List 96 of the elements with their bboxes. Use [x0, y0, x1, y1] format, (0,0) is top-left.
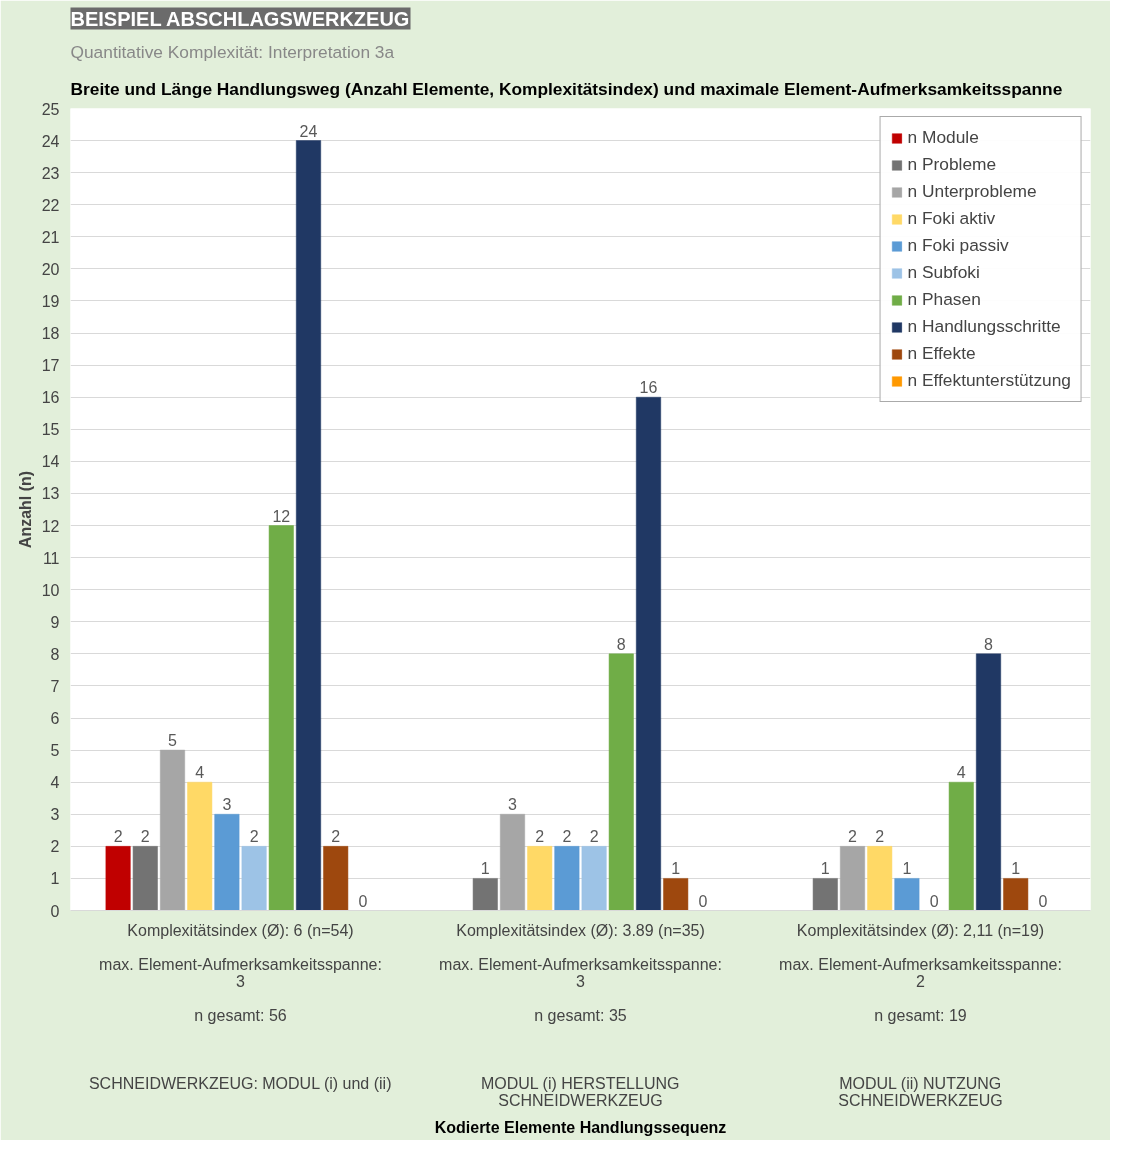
- bar: [527, 846, 553, 911]
- data-label: 1: [902, 860, 912, 878]
- bar: [581, 846, 607, 911]
- text: Breite und Länge Handlungsweg (Anzahl Elemente, Komplexitätsindex) und maximale Element-Aufmerksamkeitsspanne: [70, 78, 1063, 99]
- y-tick-label: 9: [50, 613, 60, 631]
- bar: [840, 846, 865, 911]
- bar: [608, 653, 634, 911]
- y-axis-title: Anzahl (n): [16, 470, 34, 549]
- y-tick-label: 10: [41, 581, 60, 599]
- bar: [323, 846, 349, 911]
- data-label: 2: [249, 828, 259, 846]
- bar: [132, 846, 158, 911]
- legend-label: n Probleme: [907, 154, 997, 175]
- y-tick-label: 23: [41, 164, 60, 182]
- data-label: 3: [508, 796, 518, 814]
- data-label: 1: [1011, 860, 1021, 878]
- y-tick-label: 12: [41, 517, 60, 535]
- data-label: 24: [299, 122, 318, 140]
- data-label: 0: [1038, 892, 1048, 910]
- data-label: 2: [875, 828, 885, 846]
- data-label: 0: [929, 892, 939, 910]
- y-tick-label: 14: [41, 453, 60, 471]
- data-label: 4: [195, 764, 205, 782]
- bar: [214, 814, 240, 911]
- y-tick-label: 1: [50, 870, 60, 888]
- y-tick-label: 6: [50, 710, 60, 728]
- chart-subtitle: Quantitative Komplexität: Interpretation 3a: [70, 41, 395, 62]
- bar: [296, 140, 321, 911]
- data-label: 12: [272, 507, 291, 525]
- legend-label: n Subfoki: [907, 262, 980, 283]
- y-tick-label: 16: [41, 389, 60, 407]
- y-tick-label: 19: [41, 292, 60, 310]
- data-label: 2: [848, 828, 858, 846]
- bar: [867, 846, 893, 911]
- y-tick-label: 3: [50, 806, 60, 824]
- y-tick-label: 4: [50, 774, 60, 792]
- data-label: 2: [535, 828, 545, 846]
- data-label: 2: [140, 828, 150, 846]
- data-label: 3: [222, 796, 232, 814]
- data-label: 2: [562, 828, 572, 846]
- data-label: 1: [820, 860, 830, 878]
- bar: [812, 878, 838, 911]
- legend-label: n Unterprobleme: [907, 181, 1037, 202]
- bar: [636, 396, 661, 911]
- data-label: 0: [698, 892, 708, 910]
- bar: [160, 749, 185, 911]
- y-tick-label: 22: [41, 196, 60, 214]
- bar: [472, 878, 498, 911]
- y-tick-label: 21: [41, 228, 60, 246]
- bar: [554, 846, 580, 911]
- bar: [663, 878, 689, 911]
- bar: [105, 846, 131, 911]
- bar: [241, 846, 267, 911]
- bar: [894, 878, 920, 911]
- data-label: 5: [168, 732, 178, 750]
- data-label: 4: [956, 764, 966, 782]
- data-label: 0: [358, 892, 368, 910]
- legend-label: n Effekte: [907, 343, 976, 364]
- data-label: 2: [589, 828, 599, 846]
- bar: [268, 525, 294, 911]
- chart-title: BEISPIEL ABSCHLAGSWERKZEUG: [70, 7, 410, 30]
- bar: [948, 781, 974, 911]
- data-label: 2: [113, 828, 123, 846]
- category-label: Komplexitätsindex (Ø): 3.89 (n=35) max. Element-Aufmerksamkeitsspanne: 3 n gesamt: 35 MODUL (i) HERSTELLUNG SCHNEIDWERKZEUG: [439, 921, 722, 1109]
- y-tick-label: 5: [50, 742, 60, 760]
- y-tick-label: 25: [41, 100, 60, 118]
- y-tick-label: 13: [41, 485, 60, 503]
- y-tick-label: 2: [50, 838, 60, 856]
- data-label: 2: [331, 828, 341, 846]
- legend-label: n Foki aktiv: [907, 208, 996, 229]
- data-label: 1: [480, 860, 490, 878]
- text: Kodierte Elemente Handlungssequenz: [434, 1118, 727, 1136]
- y-tick-label: 15: [41, 421, 60, 439]
- bar: [1003, 878, 1029, 911]
- legend-label: n Handlungsschritte: [907, 316, 1061, 337]
- legend-label: n Effektunterstützung: [907, 370, 1071, 391]
- y-tick-label: 11: [42, 549, 60, 567]
- y-tick-label: 17: [41, 357, 60, 375]
- y-tick-label: 0: [50, 902, 60, 920]
- legend-label: n Module: [907, 127, 979, 148]
- legend-label: n Foki passiv: [907, 235, 1009, 256]
- y-tick-label: 24: [41, 132, 60, 150]
- y-tick-label: 7: [50, 677, 60, 695]
- bar: [500, 814, 525, 911]
- bar: [976, 653, 1001, 911]
- legend-label: n Phasen: [907, 289, 981, 310]
- data-label: 8: [616, 635, 626, 653]
- category-label: Komplexitätsindex (Ø): 6 (n=54) max. Element-Aufmerksamkeitsspanne: 3 n gesamt: 56 SCHNEIDWERKZEUG: MODUL (i) und (ii): [88, 921, 392, 1092]
- data-label: 8: [984, 635, 994, 653]
- category-label: Komplexitätsindex (Ø): 2,11 (n=19) max. Element-Aufmerksamkeitsspanne: 2 n gesamt: 19 MODUL (ii) NUTZUNG SCHNEIDWERKZEUG: [779, 921, 1062, 1109]
- data-label: 1: [671, 860, 681, 878]
- y-tick-label: 20: [41, 260, 60, 278]
- data-label: 16: [639, 379, 658, 397]
- bar: [187, 781, 213, 911]
- y-tick-label: 8: [50, 645, 60, 663]
- y-tick-label: 18: [41, 325, 60, 343]
